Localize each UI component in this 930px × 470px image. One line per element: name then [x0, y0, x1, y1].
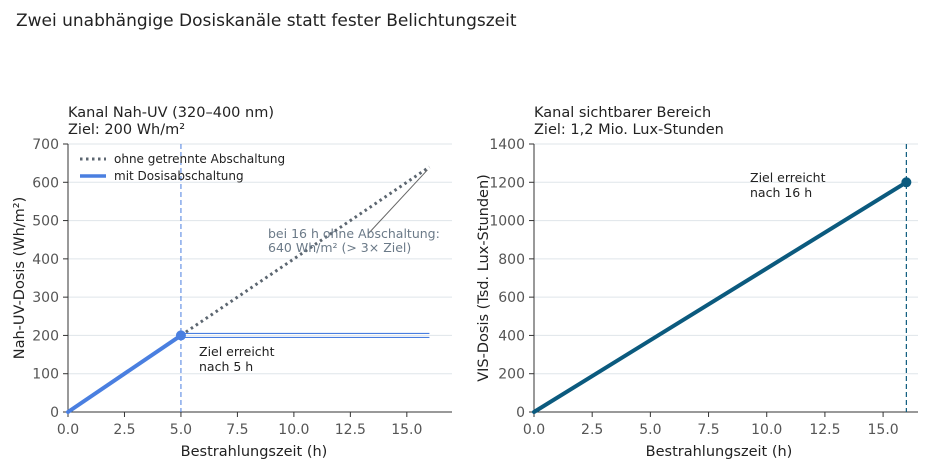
- uv-panel-title-line1: Kanal Nah-UV (320–400 nm): [68, 105, 274, 121]
- vis-annotation-reached-line1: Ziel erreicht: [750, 170, 826, 185]
- uv-x-tick-label: 10.0: [278, 422, 309, 438]
- uv-annotation-leader: [367, 169, 428, 235]
- uv-y-tick-label: 600: [32, 175, 59, 191]
- uv-x-tick-label: 7.5: [226, 422, 248, 438]
- vis-y-tick-label: 1400: [489, 137, 525, 153]
- vis-y-tick-label: 200: [498, 367, 525, 383]
- vis-x-tick-label: 10.0: [751, 422, 782, 438]
- uv-annotation-overdose-line2: 640 Wh/m² (> 3× Ziel): [268, 240, 411, 255]
- uv-y-tick-label: 700: [32, 137, 59, 153]
- vis-panel-title-line2: Ziel: 1,2 Mio. Lux-Stunden: [534, 122, 724, 138]
- vis-series-line: [532, 180, 909, 414]
- uv-annotation-reached-line2: nach 5 h: [199, 359, 253, 374]
- uv-target-marker: [175, 330, 186, 341]
- uv-y-tick-label: 200: [32, 328, 59, 344]
- vis-y-tick-label: 0: [516, 405, 525, 421]
- uv-x-tick-label: 0.0: [57, 422, 79, 438]
- vis-x-tick-label: 7.5: [697, 422, 719, 438]
- uv-x-axis-label: Bestrahlungszeit (h): [181, 444, 328, 460]
- vis-x-tick-label: 0.0: [523, 422, 545, 438]
- uv-series-with-cutoff-ramp: [66, 333, 183, 414]
- vis-y-tick-label: 600: [498, 290, 525, 306]
- uv-annotation-reached-line1: Ziel erreicht: [199, 344, 275, 359]
- vis-panel-title-line1: Kanal sichtbarer Bereich: [534, 105, 711, 121]
- vis-y-axis-label: VIS-Dosis (Tsd. Lux-Stunden): [476, 174, 492, 382]
- uv-y-tick-label: 100: [32, 367, 59, 383]
- uv-y-tick-label: 500: [32, 214, 59, 230]
- uv-legend: ohne getrennte Abschaltung mit Dosisabsc…: [80, 152, 285, 183]
- vis-x-axis-label: Bestrahlungszeit (h): [646, 444, 793, 460]
- uv-panel-title-line2: Ziel: 200 Wh/m²: [68, 122, 185, 138]
- uv-y-tick-label: 400: [32, 252, 59, 268]
- vis-x-tick-label: 15.0: [868, 422, 899, 438]
- vis-y-tick-label: 400: [498, 328, 525, 344]
- uv-x-tick-label: 12.5: [335, 422, 366, 438]
- uv-series-without-cutoff: [180, 165, 431, 337]
- uv-y-axis-label: Nah-UV-Dosis (Wh/m²): [12, 197, 28, 360]
- uv-plot-area: 0 100 200 300 400 500 600 700 0.0 2.5 5.0 7.5 10.0 12…: [32, 137, 452, 438]
- vis-x-tick-label: 5.0: [639, 422, 661, 438]
- vis-x-tick-label: 2.5: [581, 422, 603, 438]
- vis-y-tick-label: 1000: [489, 214, 525, 230]
- uv-x-tick-label: 5.0: [170, 422, 192, 438]
- uv-annotation-overdose-line1: bei 16 h ohne Abschaltung:: [268, 226, 440, 241]
- uv-y-tick-label: 0: [50, 405, 59, 421]
- uv-x-tick-label: 2.5: [113, 422, 135, 438]
- vis-y-tick-label: 800: [498, 252, 525, 268]
- uv-x-tick-label: 15.0: [391, 422, 422, 438]
- vis-annotation-reached-line2: nach 16 h: [750, 185, 812, 200]
- figure-title: Zwei unabhängige Dosiskanäle statt feste…: [16, 11, 517, 31]
- legend-label-dotted: ohne getrennte Abschaltung: [114, 152, 285, 166]
- uv-y-tick-label: 300: [32, 290, 59, 306]
- legend-label-solid: mit Dosisabschaltung: [114, 169, 244, 183]
- vis-target-marker: [901, 177, 912, 188]
- vis-x-tick-label: 12.5: [809, 422, 840, 438]
- vis-y-tick-label: 1200: [489, 175, 525, 191]
- vis-plot-area: 0 200 400 600 800 1000 1200 1400 0.0 2.5 5.0 7.5 10.…: [489, 137, 918, 438]
